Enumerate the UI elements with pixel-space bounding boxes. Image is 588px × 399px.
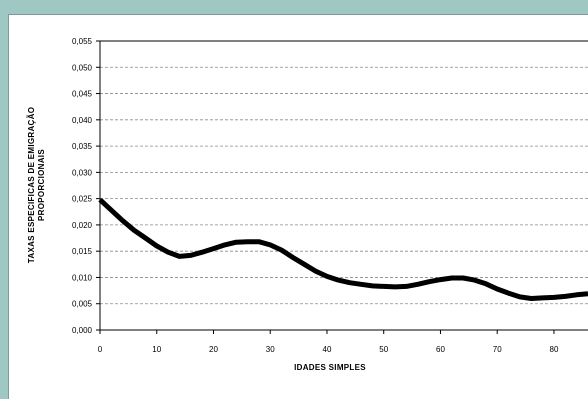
x-tick-label-2: 20 [209,345,218,354]
x-axis-title: IDADES SIMPLES [294,363,366,372]
x-tick-label-1: 10 [152,345,161,354]
x-tick-label-4: 40 [323,345,332,354]
y-axis-title-line-2: PROPORCIONAIS [37,149,46,221]
grid-layer [100,40,588,305]
y-tick-label-1: 0,005 [72,300,93,309]
y-tick-label-8: 0,040 [72,116,93,125]
x-tick-label-7: 70 [493,345,502,354]
x-tick-label-6: 60 [436,345,445,354]
y-tick-label-0: 0,000 [72,326,93,335]
y-tick-label-3: 0,015 [72,247,93,256]
title-strip [0,0,588,14]
x-tick-label-0: 0 [98,345,103,354]
x-tick-label-8: 80 [550,345,559,354]
series-line-0 [98,197,588,301]
series-layer [98,197,588,301]
y-tick-label-7: 0,035 [72,142,93,151]
y-tick-label-6: 0,030 [72,168,93,177]
y-tick-label-4: 0,020 [72,221,93,230]
y-tick-label-11: 0,055 [72,37,93,46]
y-tick-label-9: 0,045 [72,90,93,99]
y-tick-label-5: 0,025 [72,195,93,204]
y-axis-title-line-1: TAXAS ESPECIFICAS DE EMIGRAÇÃO [27,107,36,263]
y-tick-label-10: 0,050 [72,63,93,72]
y-tick-label-2: 0,010 [72,273,93,282]
x-tick-label-3: 30 [266,345,275,354]
axes-layer [96,40,588,334]
x-tick-label-5: 50 [379,345,388,354]
labels-layer: 0,000 0,005 0,010 0,015 0,020 0,025 0,030 0,035… [72,37,559,354]
